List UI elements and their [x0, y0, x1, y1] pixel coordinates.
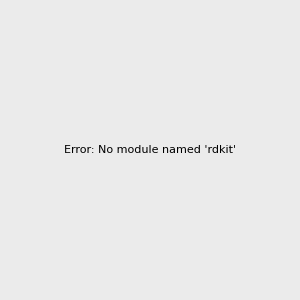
Text: Error: No module named 'rdkit': Error: No module named 'rdkit': [64, 145, 236, 155]
